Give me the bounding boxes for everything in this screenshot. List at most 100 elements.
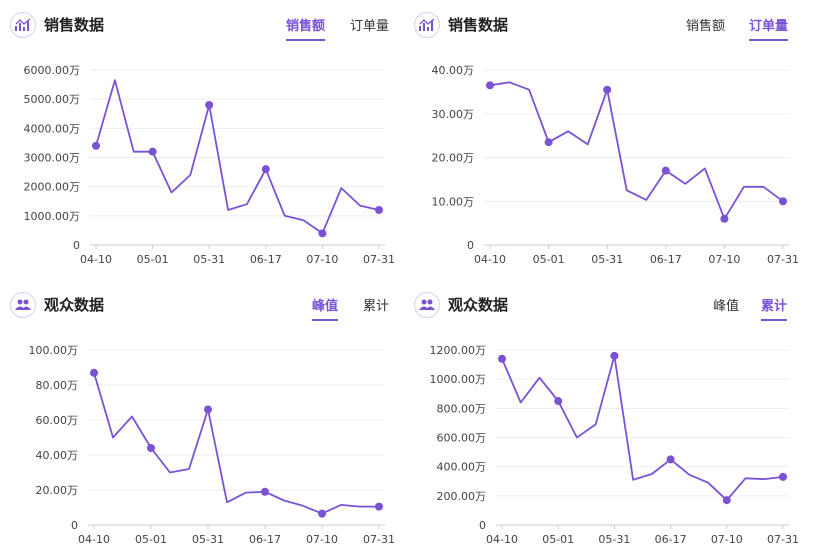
tab-sales-amount[interactable]: 销售额 — [686, 19, 726, 34]
x-tick-label: 05-31 — [591, 253, 623, 266]
x-tick-label: 06-17 — [655, 533, 687, 546]
tab-order-count[interactable]: 订单量 — [749, 15, 789, 41]
people-icon — [414, 292, 440, 318]
y-tick-label: 40.00万 — [432, 64, 475, 77]
x-tick-label: 06-17 — [250, 253, 282, 266]
y-tick-label: 10.00万 — [432, 195, 475, 208]
people-icon — [10, 292, 36, 318]
y-tick-label: 1000.00万 — [430, 373, 487, 386]
audience-cumulative-chart: 0 200.00万 400.00万 600.00万 800.00万 1000.00万 120… — [430, 344, 799, 546]
y-tick-label: 400.00万 — [437, 461, 487, 474]
x-tick-label: 05-31 — [193, 253, 225, 266]
x-tick-label: 05-01 — [137, 253, 169, 266]
tab-cumulative[interactable]: 累计 — [761, 295, 788, 321]
tab-peak[interactable]: 峰值 — [713, 299, 740, 314]
data-point[interactable] — [90, 368, 98, 377]
x-tick-label: 04-10 — [78, 533, 110, 546]
data-point[interactable] — [148, 147, 157, 156]
x-tick-label: 07-10 — [306, 253, 338, 266]
audience-cumulative-panel: 观众数据 峰值 累计 0 200.00万 400.00万 600.00万 800.00万… — [404, 280, 804, 550]
data-point[interactable] — [610, 351, 619, 360]
panel-title: 销售数据 — [44, 16, 105, 34]
y-tick-label: 3000.00万 — [24, 152, 81, 165]
x-tick-label: 05-01 — [542, 533, 574, 546]
y-tick-label: 60.00万 — [36, 414, 79, 427]
data-point[interactable] — [318, 509, 326, 518]
x-tick-label: 05-31 — [192, 533, 224, 546]
x-tick-label: 07-31 — [767, 253, 799, 266]
data-point[interactable] — [603, 85, 612, 94]
panel-title: 观众数据 — [448, 296, 509, 314]
data-point[interactable] — [554, 397, 563, 406]
tab-sales-amount[interactable]: 销售额 — [286, 15, 326, 41]
x-tick-label: 07-31 — [363, 533, 395, 546]
y-tick-label: 100.00万 — [29, 344, 79, 357]
series-line — [93, 372, 379, 515]
data-point[interactable] — [498, 354, 506, 363]
series-line — [489, 81, 784, 220]
audience-peak-panel: 观众数据 峰值 累计 0 20.00万 40.00万 60.00万 80.00万 100.… — [0, 280, 400, 550]
y-tick-label: 20.00万 — [432, 152, 475, 165]
data-point[interactable] — [486, 81, 494, 90]
tab-peak[interactable]: 峰值 — [312, 295, 339, 321]
data-point[interactable] — [375, 502, 383, 511]
panel-title: 观众数据 — [44, 296, 105, 314]
series-line — [95, 79, 380, 235]
x-tick-label: 05-01 — [135, 533, 167, 546]
data-point[interactable] — [205, 101, 214, 109]
data-point[interactable] — [661, 166, 670, 175]
data-point[interactable] — [92, 141, 100, 150]
y-tick-label: 1200.00万 — [430, 344, 487, 357]
y-tick-label: 200.00万 — [437, 490, 487, 503]
y-tick-label: 2000.00万 — [24, 181, 81, 194]
data-point[interactable] — [318, 229, 327, 238]
y-tick-label: 0 — [467, 239, 474, 252]
y-tick-label: 6000.00万 — [24, 64, 81, 77]
y-tick-label: 30.00万 — [432, 108, 475, 121]
x-tick-label: 07-10 — [708, 253, 740, 266]
data-point[interactable] — [779, 197, 787, 206]
series-line — [501, 354, 784, 502]
panel-title: 销售数据 — [448, 16, 509, 34]
data-point[interactable] — [375, 206, 383, 214]
x-tick-label: 05-01 — [533, 253, 565, 266]
data-point[interactable] — [204, 405, 212, 414]
tab-cumulative[interactable]: 累计 — [363, 299, 390, 314]
x-tick-label: 06-17 — [650, 253, 682, 266]
data-point[interactable] — [722, 496, 731, 505]
chart-icon — [10, 12, 36, 38]
sales-amount-chart: 0 1000.00万 2000.00万 3000.00万 4000.00万 5000.00… — [24, 64, 395, 266]
x-tick-label: 04-10 — [486, 533, 518, 546]
chart-icon — [414, 12, 440, 38]
y-tick-label: 80.00万 — [36, 379, 79, 392]
order-count-chart: 0 10.00万 20.00万 30.00万 40.00万 04-10 05-01 05-31… — [432, 64, 799, 266]
data-point[interactable] — [261, 165, 270, 174]
x-tick-label: 05-31 — [598, 533, 630, 546]
y-tick-label: 5000.00万 — [24, 93, 81, 106]
data-point[interactable] — [666, 455, 675, 464]
y-tick-label: 4000.00万 — [24, 122, 81, 135]
y-tick-label: 1000.00万 — [24, 210, 81, 223]
data-point[interactable] — [147, 444, 155, 452]
x-tick-label: 07-31 — [363, 253, 395, 266]
tab-order-count[interactable]: 订单量 — [350, 19, 390, 34]
x-tick-label: 04-10 — [80, 253, 112, 266]
y-tick-label: 600.00万 — [437, 432, 487, 445]
y-tick-label: 0 — [73, 239, 80, 252]
x-tick-label: 07-10 — [711, 533, 743, 546]
y-tick-label: 0 — [479, 519, 486, 532]
data-point[interactable] — [261, 487, 269, 496]
data-point[interactable] — [720, 214, 729, 223]
sales-amount-panel: 销售数据 销售额 订单量 0 1000.00万 2000.00万 3000.00万 40… — [0, 0, 400, 270]
y-tick-label: 0 — [71, 519, 78, 532]
y-tick-label: 800.00万 — [437, 402, 487, 415]
x-tick-label: 04-10 — [474, 253, 506, 266]
data-point[interactable] — [544, 138, 553, 147]
y-tick-label: 20.00万 — [36, 484, 79, 497]
order-count-panel: 销售数据 销售额 订单量 0 10.00万 20.00万 30.00万 40.00万 04… — [404, 0, 804, 270]
x-tick-label: 06-17 — [249, 533, 281, 546]
y-tick-label: 40.00万 — [36, 449, 79, 462]
data-point[interactable] — [779, 472, 787, 481]
x-tick-label: 07-31 — [767, 533, 799, 546]
x-tick-label: 07-10 — [306, 533, 338, 546]
